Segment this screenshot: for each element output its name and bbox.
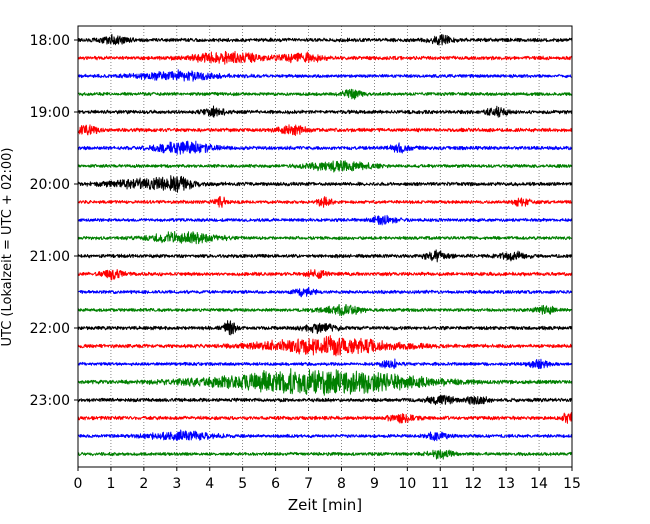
y-tick-label: 18:00 — [30, 33, 70, 49]
x-tick-label: 4 — [205, 476, 214, 492]
y-tick-label: 23:00 — [30, 393, 70, 409]
trace-2115 — [77, 269, 573, 281]
x-axis-ticks: 0 1 2 3 4 5 6 7 8 9 10 11 12 13 14 15 — [74, 467, 581, 492]
trace-2230 — [77, 358, 573, 370]
trace-2145 — [77, 304, 573, 317]
x-tick-label: 15 — [563, 476, 581, 492]
trace-2100 — [77, 249, 573, 263]
x-tick-label: 14 — [530, 476, 548, 492]
y-tick-label: 20:00 — [30, 177, 70, 193]
x-tick-label: 13 — [497, 476, 515, 492]
y-tick-label: 22:00 — [30, 321, 70, 337]
x-tick-label: 0 — [74, 476, 83, 492]
trace-2000 — [77, 175, 573, 193]
y-tick-label: 19:00 — [30, 105, 70, 121]
y-axis-ticks: 18:00 19:00 20:00 21:00 22:00 23:00 — [30, 33, 78, 409]
trace-1815 — [77, 50, 573, 65]
x-tick-label: 1 — [106, 476, 115, 492]
trace-2315 — [77, 412, 573, 424]
x-tick-label: 2 — [139, 476, 148, 492]
x-tick-label: 6 — [271, 476, 280, 492]
trace-2015 — [77, 196, 573, 208]
trace-2200 — [77, 320, 573, 336]
y-tick-label: 21:00 — [30, 249, 70, 265]
x-tick-label: 8 — [337, 476, 346, 492]
x-tick-label: 5 — [238, 476, 247, 492]
trace-2345 — [77, 449, 573, 460]
y-axis-label: UTC (Lokalzeit = UTC + 02:00) — [0, 148, 15, 347]
trace-2245 — [77, 368, 573, 396]
trace-2215 — [77, 335, 573, 357]
trace-2300 — [77, 394, 573, 406]
trace-1800 — [77, 33, 573, 46]
x-tick-label: 3 — [172, 476, 181, 492]
trace-2030 — [77, 214, 573, 226]
trace-1900 — [77, 105, 573, 118]
plot-frame — [77, 25, 573, 468]
x-tick-label: 12 — [464, 476, 482, 492]
x-tick-label: 10 — [398, 476, 416, 492]
trace-2330 — [77, 429, 573, 442]
x-axis-label: Zeit [min] — [288, 496, 362, 514]
traces — [77, 33, 573, 460]
x-tick-label: 7 — [304, 476, 313, 492]
trace-1945 — [77, 160, 573, 173]
trace-1845 — [77, 88, 573, 100]
trace-1915 — [77, 124, 573, 137]
trace-1830 — [77, 69, 573, 82]
trace-2130 — [77, 286, 573, 298]
x-tick-label: 9 — [370, 476, 379, 492]
trace-2045 — [77, 230, 573, 245]
x-tick-label: 11 — [431, 476, 449, 492]
trace-1930 — [77, 140, 573, 155]
